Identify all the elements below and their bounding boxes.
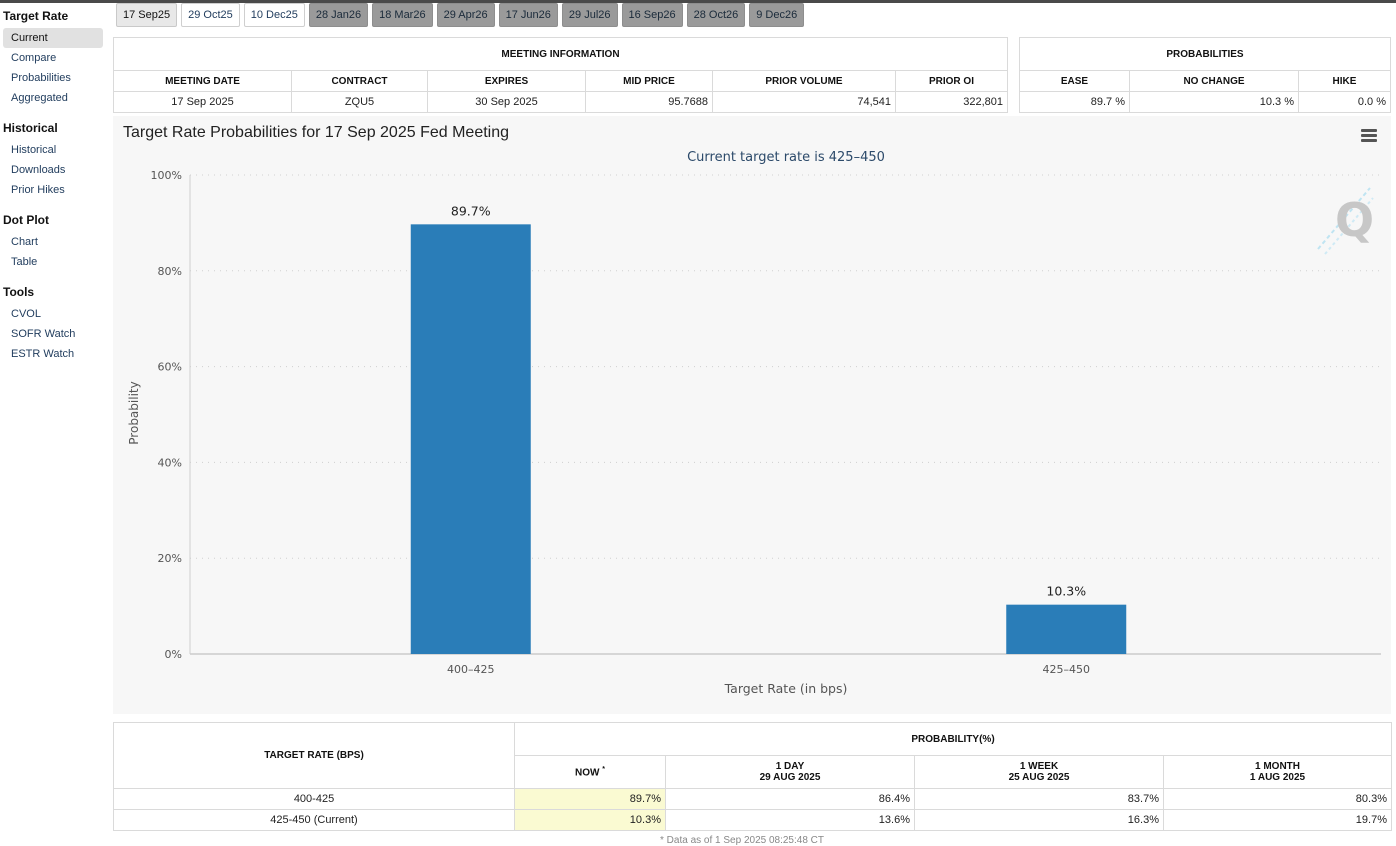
col-now: NOW *	[514, 755, 666, 789]
x-tick-label: 400–425	[447, 663, 495, 676]
col-meeting-date: MEETING DATE	[113, 70, 292, 92]
tab-29-jul26[interactable]: 29 Jul26	[561, 3, 618, 27]
y-tick-label: 20%	[158, 552, 182, 565]
top-border	[0, 0, 1396, 3]
table-row: 400-425 89.7% 86.4% 83.7% 80.3%	[113, 788, 1392, 810]
meeting-date-value: 17 Sep 2025	[113, 91, 292, 113]
col-target-rate: TARGET RATE (BPS)	[113, 722, 515, 789]
sidebar-section-target-rate: Target Rate	[3, 9, 69, 23]
probability-bar-chart: Q Current target rate is 425–450 0% 20% 40…	[127, 150, 1381, 696]
watermark-letter: Q	[1335, 193, 1374, 247]
sidebar-section-tools: Tools	[3, 285, 35, 299]
table-row: 89.7 % 10.3 % 0.0 %	[1019, 91, 1391, 113]
col-contract: CONTRACT	[291, 70, 428, 92]
sidebar-item-table[interactable]: Table	[11, 256, 38, 268]
probabilities-title: PROBABILITIES	[1019, 37, 1391, 71]
y-tick-label: 100%	[151, 169, 182, 182]
col-prior-volume: PRIOR VOLUME	[712, 70, 896, 92]
y-tick-label: 60%	[158, 361, 182, 374]
y-tick-label: 80%	[158, 265, 182, 278]
contract-value: ZQU5	[291, 91, 428, 113]
one-week-cell: 16.3%	[914, 809, 1164, 831]
sidebar-nav: Target Rate Current Compare Probabilitie…	[0, 3, 108, 364]
sidebar-item-probabilities[interactable]: Probabilities	[11, 72, 71, 84]
tab-10-dec25[interactable]: 10 Dec25	[243, 3, 305, 27]
sidebar-item-chart[interactable]: Chart	[11, 236, 38, 248]
col-1-day: 1 DAY 29 AUG 2025	[665, 755, 915, 789]
watermark-logo-icon: Q	[1317, 187, 1374, 255]
tab-18-mar26[interactable]: 18 Mar26	[372, 3, 433, 27]
col-expires: EXPIRES	[427, 70, 586, 92]
ease-value: 89.7 %	[1019, 91, 1130, 113]
sidebar-section-dot-plot: Dot Plot	[3, 213, 49, 227]
data-timestamp-footnote: * Data as of 1 Sep 2025 08:25:48 CT	[660, 835, 824, 846]
now-footnote-marker: *	[602, 765, 605, 773]
x-axis-label: Target Rate (in bps)	[724, 681, 848, 696]
y-tick-label: 40%	[158, 456, 182, 469]
table-row: 425-450 (Current) 10.3% 13.6% 16.3% 19.7…	[113, 809, 1392, 831]
sidebar-item-compare[interactable]: Compare	[11, 52, 57, 64]
prior-oi-value: 322,801	[895, 91, 1008, 113]
sidebar-item-current[interactable]: Current	[3, 28, 103, 48]
sidebar-item-prior-hikes[interactable]: Prior Hikes	[11, 184, 65, 196]
now-cell: 10.3%	[514, 809, 666, 831]
y-axis-label: Probability	[127, 381, 141, 444]
one-month-cell: 19.7%	[1163, 809, 1392, 831]
col-1-month: 1 MONTH 1 AUG 2025	[1163, 755, 1392, 789]
tab-9-dec26[interactable]: 9 Dec26	[749, 3, 805, 27]
meeting-info-table: MEETING INFORMATION MEETING DATE CONTRAC…	[113, 37, 1008, 113]
rate-cell: 425-450 (Current)	[113, 809, 515, 831]
meeting-info-title: MEETING INFORMATION	[113, 37, 1008, 71]
probability-history-table: TARGET RATE (BPS) PROBABILITY(%) NOW * 1…	[113, 722, 1392, 831]
prior-volume-value: 74,541	[712, 91, 896, 113]
col-mid-price: MID PRICE	[585, 70, 713, 92]
expires-value: 30 Sep 2025	[427, 91, 586, 113]
rate-cell: 400-425	[113, 788, 515, 810]
hamburger-menu-icon[interactable]	[1361, 129, 1377, 143]
probability-group-header: PROBABILITY(%)	[514, 722, 1392, 756]
one-week-cell: 83.7%	[914, 788, 1164, 810]
bar-data-label: 89.7%	[451, 203, 491, 218]
tab-28-oct26[interactable]: 28 Oct26	[686, 3, 746, 27]
probabilities-summary-table: PROBABILITIES EASE NO CHANGE HIKE 89.7 %…	[1019, 37, 1391, 113]
x-tick-label: 425–450	[1043, 663, 1091, 676]
col-no-change: NO CHANGE	[1129, 70, 1299, 92]
sidebar-item-cvol[interactable]: CVOL	[11, 308, 41, 320]
tab-29-apr26[interactable]: 29 Apr26	[436, 3, 495, 27]
col-1-week: 1 WEEK 25 AUG 2025	[914, 755, 1164, 789]
hike-value: 0.0 %	[1298, 91, 1391, 113]
tab-28-jan26[interactable]: 28 Jan26	[308, 3, 369, 27]
tab-16-sep26[interactable]: 16 Sep26	[621, 3, 683, 27]
one-month-cell: 80.3%	[1163, 788, 1392, 810]
col-hike: HIKE	[1298, 70, 1391, 92]
sidebar-section-historical: Historical	[3, 121, 58, 135]
bar	[410, 224, 531, 654]
table-row: 17 Sep 2025 ZQU5 30 Sep 2025 95.7688 74,…	[113, 91, 1008, 113]
bar-data-label: 10.3%	[1046, 584, 1086, 599]
meeting-tabs: 17 Sep25 29 Oct25 10 Dec25 28 Jan26 18 M…	[116, 3, 808, 27]
col-prior-oi: PRIOR OI	[895, 70, 1008, 92]
sidebar-item-aggregated[interactable]: Aggregated	[11, 92, 68, 104]
sidebar-item-downloads[interactable]: Downloads	[11, 164, 66, 176]
mid-price-value: 95.7688	[585, 91, 713, 113]
tab-29-oct25[interactable]: 29 Oct25	[181, 3, 240, 27]
sidebar-item-sofr-watch[interactable]: SOFR Watch	[11, 328, 76, 340]
chart-title: Target Rate Probabilities for 17 Sep 202…	[123, 124, 510, 141]
bar	[1006, 604, 1127, 654]
sidebar-item-estr-watch[interactable]: ESTR Watch	[11, 348, 75, 360]
now-cell: 89.7%	[514, 788, 666, 810]
sidebar-item-historical[interactable]: Historical	[11, 144, 57, 156]
chart-panel: Target Rate Probabilities for 17 Sep 202…	[113, 116, 1391, 714]
col-ease: EASE	[1019, 70, 1130, 92]
y-tick-label: 0%	[165, 648, 182, 661]
tab-17-sep25[interactable]: 17 Sep25	[116, 3, 178, 27]
one-day-cell: 13.6%	[665, 809, 915, 831]
no-change-value: 10.3 %	[1129, 91, 1299, 113]
tab-17-jun26[interactable]: 17 Jun26	[498, 3, 558, 27]
chart-subtitle: Current target rate is 425–450	[687, 150, 885, 165]
one-day-cell: 86.4%	[665, 788, 915, 810]
